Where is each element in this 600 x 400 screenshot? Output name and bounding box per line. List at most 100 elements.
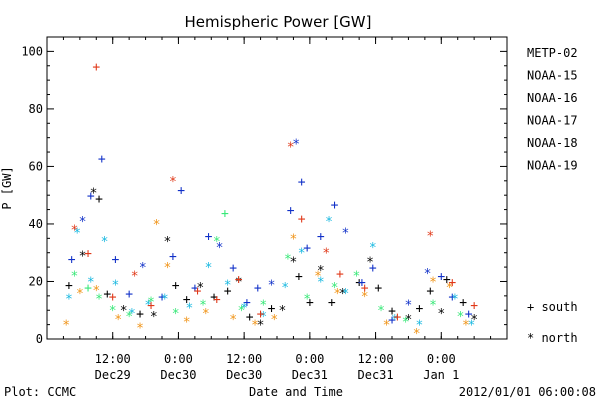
data-point-metp-02: +	[415, 301, 423, 316]
data-point-noaa-18: *	[333, 287, 341, 302]
data-point-noaa-15: *	[216, 241, 224, 256]
data-point-noaa-17: *	[352, 270, 360, 285]
series-legend: METP-02 NOAA-15 NOAA-16 NOAA-17 NOAA-18 NOAA-…	[527, 46, 578, 173]
data-point-noaa-18: *	[413, 327, 421, 342]
data-point-metp-02: *	[150, 310, 158, 325]
data-point-noaa-16: *	[87, 275, 95, 290]
data-point-metp-02: +	[388, 304, 396, 319]
data-point-noaa-17: *	[70, 270, 78, 285]
data-point-noaa-17: *	[284, 252, 292, 267]
data-point-noaa-19: +	[92, 60, 100, 75]
data-point-noaa-19: +	[84, 247, 92, 262]
data-point-noaa-15: +	[243, 296, 251, 311]
data-point-metp-02: *	[79, 250, 87, 265]
data-point-noaa-19: *	[131, 270, 139, 285]
data-point-noaa-17: *	[259, 298, 267, 313]
data-point-noaa-19: +	[448, 275, 456, 290]
data-point-noaa-15: +	[191, 281, 199, 296]
x-tick-date-label: Dec31	[358, 368, 394, 382]
data-point-noaa-17: *	[213, 235, 221, 250]
x-tick-date-label: Dec30	[160, 368, 196, 382]
data-point-noaa-19: +	[147, 298, 155, 313]
data-point-noaa-16: *	[369, 241, 377, 256]
data-point-noaa-17: *	[237, 304, 245, 319]
data-point-noaa-15: +	[388, 313, 396, 328]
marker-legend-entry: * north	[527, 331, 578, 345]
x-tick-time-label: 12:00	[95, 352, 131, 366]
data-point-noaa-15: +	[331, 198, 339, 213]
data-point-noaa-15: +	[125, 287, 133, 302]
data-point-noaa-17: *	[172, 307, 180, 322]
x-tick-date-label: Dec31	[292, 368, 328, 382]
x-tick-date-label: Dec30	[226, 368, 262, 382]
data-point-noaa-18: *	[462, 319, 470, 334]
data-point-noaa-15: +	[177, 183, 185, 198]
data-point-metp-02: +	[246, 310, 254, 325]
data-point-noaa-16: *	[281, 281, 289, 296]
data-point-noaa-16: *	[185, 301, 193, 316]
data-point-noaa-16: *	[224, 278, 232, 293]
data-point-noaa-19: *	[287, 140, 295, 155]
data-point-noaa-15: +	[287, 204, 295, 219]
data-point-metp-02: *	[279, 304, 287, 319]
data-point-noaa-19: +	[257, 307, 265, 322]
marker-legend-entry: + south	[527, 300, 578, 314]
x-tick-time-label: 0:00	[164, 352, 193, 366]
data-point-noaa-15: +	[169, 250, 177, 265]
legend-entry: NOAA-15	[527, 69, 578, 83]
data-point-metp-02: +	[224, 284, 232, 299]
data-point-noaa-18: *	[251, 319, 259, 334]
data-point-noaa-17: *	[147, 296, 155, 311]
data-point-metp-02: +	[328, 296, 336, 311]
data-point-noaa-17: *	[457, 310, 465, 325]
legend-entry: NOAA-16	[527, 91, 578, 105]
data-point-noaa-15: +	[98, 152, 106, 167]
data-point-noaa-18: *	[136, 321, 144, 336]
data-point-metp-02: +	[426, 284, 434, 299]
data-point-metp-02: +	[459, 296, 467, 311]
data-point-metp-02: *	[90, 186, 98, 201]
data-point-noaa-18: *	[164, 261, 172, 276]
data-point-metp-02: +	[172, 278, 180, 293]
y-tick-label: 0	[36, 332, 43, 346]
data-point-metp-02: +	[355, 275, 363, 290]
data-point-noaa-18: *	[446, 281, 454, 296]
data-point-noaa-16: *	[298, 247, 306, 262]
data-point-noaa-15: *	[139, 261, 147, 276]
data-point-noaa-16: *	[65, 293, 73, 308]
data-point-noaa-16: *	[144, 298, 152, 313]
data-point-metp-02: *	[196, 281, 204, 296]
data-point-noaa-15: *	[342, 227, 350, 242]
data-point-metp-02: +	[295, 270, 303, 285]
data-point-noaa-19: +	[213, 293, 221, 308]
x-tick-date-label: Dec29	[95, 368, 131, 382]
data-point-noaa-17: *	[95, 293, 103, 308]
chart-title: Hemispheric Power [GW]	[185, 13, 372, 31]
data-point-metp-02: *	[339, 287, 347, 302]
data-point-noaa-16: *	[325, 215, 333, 230]
data-point-metp-02: +	[136, 307, 144, 322]
data-point-metp-02: +	[103, 287, 111, 302]
data-point-noaa-15: +	[254, 281, 262, 296]
data-point-metp-02: *	[470, 313, 478, 328]
data-point-noaa-16: *	[128, 307, 136, 322]
data-point-metp-02: +	[210, 290, 218, 305]
x-tick-time-label: 12:00	[358, 352, 394, 366]
data-point-noaa-15: +	[298, 175, 306, 190]
x-axis-label: Date and Time	[249, 385, 343, 399]
data-point-noaa-18: *	[92, 284, 100, 299]
data-point-noaa-18: *	[314, 270, 322, 285]
data-point-noaa-17: *	[402, 316, 410, 331]
y-tick-label: 100	[21, 44, 43, 58]
data-point-noaa-18: *	[183, 316, 191, 331]
data-point-noaa-15: *	[268, 278, 276, 293]
x-axis: 12:00 Dec29 0:00 Dec30 12:00 Dec30 0:00 Dec31 12…	[46, 37, 508, 382]
data-point-noaa-19: +	[298, 212, 306, 227]
data-point-noaa-19: *	[169, 175, 177, 190]
data-point-noaa-16: *	[451, 293, 459, 308]
data-point-noaa-15: *	[79, 215, 87, 230]
data-point-noaa-18: *	[229, 313, 237, 328]
data-point-noaa-15: +	[437, 270, 445, 285]
data-point-metp-02: +	[65, 278, 73, 293]
y-tick-label: 20	[29, 274, 43, 288]
